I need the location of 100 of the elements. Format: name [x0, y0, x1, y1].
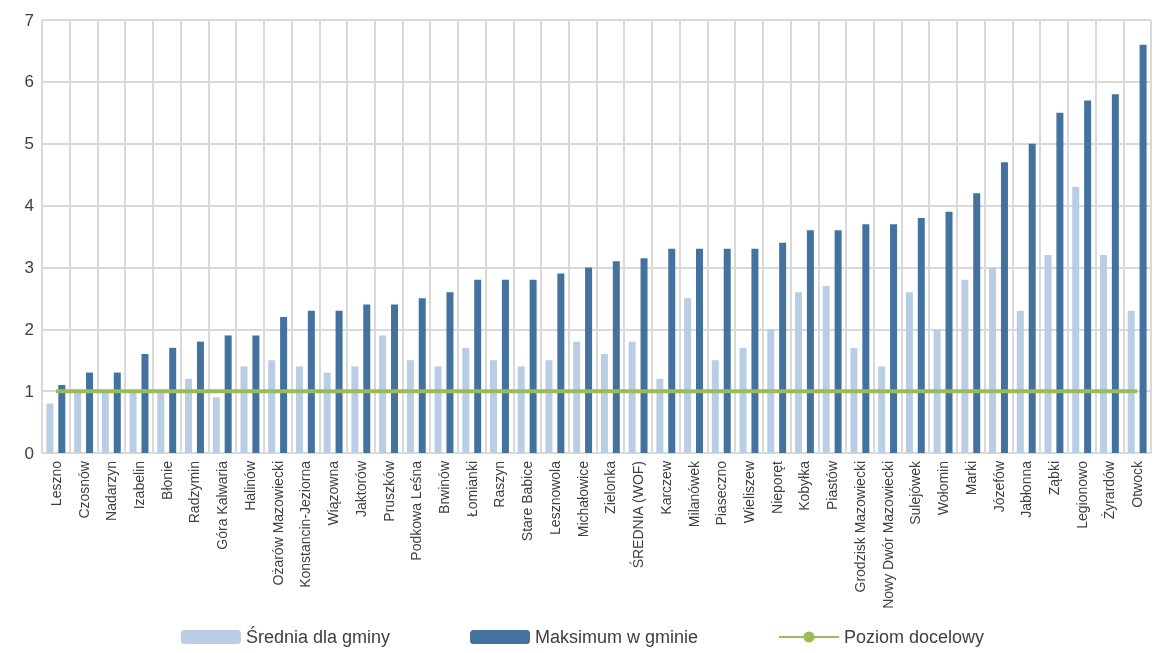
x-tick-label: Kobyłka	[796, 460, 813, 511]
x-tick-label: Stare Babice	[519, 460, 536, 542]
bar	[794, 292, 802, 453]
bar	[862, 224, 870, 453]
bar	[779, 242, 787, 453]
y-tick-label: 2	[24, 319, 34, 339]
bar	[684, 298, 692, 453]
bar	[113, 372, 121, 453]
bar	[1000, 162, 1008, 453]
bar	[1139, 44, 1147, 453]
x-tick-label: Błonie	[158, 460, 175, 500]
bar	[834, 230, 842, 453]
bar	[212, 397, 220, 453]
bar	[640, 258, 648, 453]
bar	[600, 354, 608, 453]
x-tick-label: Izabelin	[131, 461, 148, 510]
y-tick-label: 1	[24, 381, 34, 401]
bar	[74, 391, 82, 453]
bar	[391, 304, 399, 453]
x-tick-label: Jabłonna	[1018, 460, 1035, 518]
x-tick-label: Wołomin	[935, 461, 952, 516]
x-tick-label: Pruszków	[380, 460, 397, 522]
x-tick-label: Czosnów	[75, 460, 92, 519]
x-tick-label: Ożarów Mazowiecki	[269, 461, 286, 586]
bar	[240, 366, 248, 453]
bar	[323, 372, 331, 453]
bar	[434, 366, 442, 453]
bar	[739, 347, 747, 453]
y-tick-label: 6	[24, 72, 34, 92]
x-tick-label: Nowy Dwór Mazowiecki	[879, 461, 896, 609]
y-tick-label: 0	[24, 443, 34, 463]
y-tick-label: 7	[24, 10, 34, 30]
bar	[723, 248, 731, 453]
bar	[961, 279, 969, 453]
bar	[905, 292, 913, 453]
bar	[1084, 100, 1092, 453]
x-tick-label: Nadarzyn	[103, 461, 120, 521]
bar	[86, 372, 94, 453]
bar	[101, 391, 109, 453]
x-tick-label: Raszyn	[491, 461, 508, 508]
bar	[185, 378, 193, 453]
y-tick-label: 3	[24, 257, 34, 277]
bar	[612, 261, 620, 453]
bar	[545, 360, 553, 453]
x-tick-label: Zielonka	[602, 460, 619, 514]
x-tick-label: ŚREDNIA (WOF)	[629, 461, 647, 569]
x-tick-label: Sulejówek	[907, 460, 924, 525]
bar	[933, 329, 941, 453]
bar	[474, 279, 482, 453]
x-tick-label: Lesznowola	[546, 460, 563, 535]
bar	[1072, 187, 1080, 453]
bar	[1056, 112, 1064, 453]
bar	[806, 230, 814, 453]
x-tick-label: Legionowo	[1073, 460, 1090, 529]
bar	[628, 341, 636, 453]
x-tick-label: Michałowice	[574, 460, 591, 538]
x-tick-label: Piastów	[824, 460, 841, 511]
bar	[418, 298, 426, 453]
bar	[280, 316, 288, 453]
bar	[668, 248, 676, 453]
bar	[379, 335, 387, 453]
bar	[711, 360, 719, 453]
bar	[878, 366, 886, 453]
x-tick-label: Leszno	[47, 460, 64, 507]
bar	[351, 366, 359, 453]
y-tick-label: 4	[24, 196, 34, 216]
bar	[363, 304, 371, 453]
bar	[141, 354, 149, 453]
bar	[1016, 310, 1024, 453]
x-tick-label: Grodzisk Mazowiecki	[851, 461, 868, 593]
legend-label: Średnia dla gminy	[245, 626, 391, 647]
bar	[573, 341, 581, 453]
bar	[129, 391, 137, 453]
legend-label: Poziom docelowy	[844, 627, 985, 647]
bar	[529, 279, 537, 453]
x-tick-label: Wiązowna	[325, 460, 342, 526]
x-tick-label: Piaseczno	[713, 460, 730, 526]
x-tick-label: Brwinów	[436, 460, 453, 514]
x-tick-label: Wieliszew	[740, 460, 757, 524]
x-tick-label: Milanówek	[685, 460, 702, 528]
x-tick-label: Marki	[962, 461, 979, 496]
bar	[157, 391, 165, 453]
y-tick-label: 5	[24, 134, 34, 154]
bar	[446, 292, 454, 453]
bar	[196, 341, 204, 453]
x-tick-label: Ząbki	[1045, 461, 1062, 496]
x-tick-label: Żyrardów	[1100, 460, 1118, 520]
x-tick-label: Jaktorów	[352, 460, 369, 518]
bar	[58, 384, 66, 453]
x-tick-label: Podkowa Leśna	[408, 460, 425, 561]
bar	[268, 360, 276, 453]
x-tick-label: Karczew	[657, 460, 674, 515]
bar	[557, 273, 565, 453]
bar	[945, 211, 953, 453]
bar	[850, 347, 858, 453]
bar	[169, 347, 177, 453]
bar	[989, 267, 997, 453]
x-tick-label: Halinów	[241, 460, 258, 511]
x-tick-label: Radzymin	[186, 461, 203, 524]
bar	[1127, 310, 1135, 453]
